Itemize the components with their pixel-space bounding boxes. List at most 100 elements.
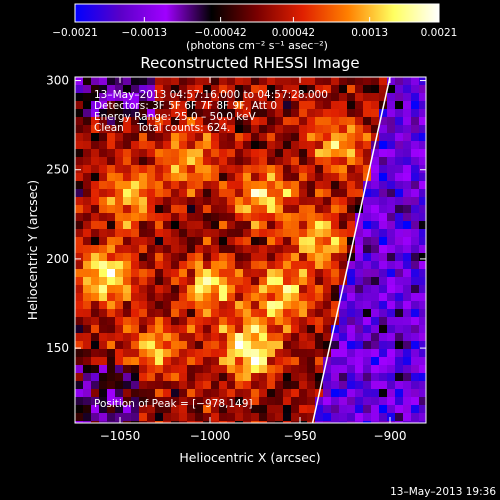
heatmap-cell bbox=[123, 221, 132, 230]
heatmap-cell bbox=[235, 165, 244, 174]
heatmap-cell bbox=[403, 381, 412, 390]
heatmap-cell bbox=[419, 133, 426, 142]
colorbar bbox=[74, 3, 440, 23]
heatmap-cell bbox=[299, 173, 308, 182]
heatmap-cell bbox=[251, 197, 260, 206]
heatmap-cell bbox=[299, 357, 308, 366]
heatmap-cell bbox=[195, 309, 204, 318]
heatmap-cell bbox=[307, 125, 316, 134]
heatmap-cell bbox=[211, 413, 220, 422]
heatmap-cell bbox=[107, 349, 116, 358]
y-tick-label: 250 bbox=[46, 163, 69, 177]
heatmap-cell bbox=[211, 93, 220, 102]
heatmap-cell bbox=[347, 373, 356, 382]
heatmap-cell bbox=[275, 421, 284, 423]
heatmap-cell bbox=[419, 245, 426, 254]
heatmap-cell bbox=[123, 181, 132, 190]
heatmap-cell bbox=[155, 405, 164, 414]
heatmap-cell bbox=[179, 141, 188, 150]
heatmap-cell bbox=[243, 109, 252, 118]
heatmap-cell bbox=[195, 357, 204, 366]
heatmap-cell bbox=[267, 397, 276, 406]
heatmap-cell bbox=[187, 349, 196, 358]
heatmap-cell bbox=[235, 357, 244, 366]
heatmap-cell bbox=[187, 365, 196, 374]
heatmap-cell bbox=[339, 109, 348, 118]
heatmap-cell bbox=[387, 197, 396, 206]
heatmap-cell bbox=[139, 125, 148, 134]
heatmap-cell bbox=[355, 93, 364, 102]
heatmap-cell bbox=[179, 333, 188, 342]
heatmap-cell bbox=[107, 197, 116, 206]
heatmap-cell bbox=[275, 165, 284, 174]
heatmap-cell bbox=[363, 133, 372, 142]
heatmap-cell bbox=[323, 101, 332, 110]
heatmap-cell bbox=[83, 269, 92, 278]
heatmap-cell bbox=[323, 309, 332, 318]
heatmap-cell bbox=[315, 77, 324, 86]
heatmap-cell bbox=[379, 389, 388, 398]
heatmap-cell bbox=[419, 269, 426, 278]
heatmap-cell bbox=[371, 277, 380, 286]
heatmap-cell bbox=[315, 109, 324, 118]
heatmap-cell bbox=[187, 221, 196, 230]
heatmap-cell bbox=[227, 421, 236, 423]
heatmap-cell bbox=[275, 77, 284, 86]
heatmap-cell bbox=[219, 293, 228, 302]
heatmap-cell bbox=[203, 221, 212, 230]
heatmap-cell bbox=[235, 349, 244, 358]
heatmap-cell bbox=[155, 197, 164, 206]
peak-position-label: Position of Peak = [−978,149] bbox=[94, 398, 253, 410]
heatmap-cell bbox=[419, 277, 426, 286]
heatmap-cell bbox=[163, 133, 172, 142]
heatmap-cell bbox=[355, 117, 364, 126]
heatmap-cell bbox=[83, 101, 92, 110]
heatmap-cell bbox=[171, 269, 180, 278]
heatmap-cell bbox=[315, 333, 324, 342]
heatmap-cell bbox=[331, 397, 340, 406]
heatmap-cell bbox=[267, 117, 276, 126]
heatmap-cell bbox=[195, 245, 204, 254]
heatmap-cell bbox=[99, 373, 108, 382]
heatmap-cell bbox=[387, 181, 396, 190]
heatmap-cell bbox=[331, 181, 340, 190]
colorbar-tick-label: −0.0013 bbox=[122, 27, 168, 39]
heatmap-cell bbox=[403, 93, 412, 102]
heatmap-cell bbox=[323, 221, 332, 230]
heatmap-cell bbox=[339, 117, 348, 126]
heatmap-cell bbox=[347, 117, 356, 126]
heatmap-cell bbox=[251, 245, 260, 254]
heatmap-cell bbox=[171, 293, 180, 302]
heatmap-cell bbox=[219, 77, 228, 86]
heatmap-cell bbox=[363, 389, 372, 398]
heatmap-cell bbox=[91, 109, 100, 118]
heatmap-cell bbox=[307, 173, 316, 182]
heatmap-cell bbox=[395, 197, 404, 206]
heatmap-cell bbox=[195, 189, 204, 198]
heatmap-cell bbox=[147, 317, 156, 326]
heatmap-cell bbox=[283, 325, 292, 334]
heatmap-cell bbox=[155, 101, 164, 110]
heatmap-cell bbox=[99, 397, 108, 406]
heatmap-cell bbox=[139, 165, 148, 174]
heatmap-cell bbox=[83, 109, 92, 118]
heatmap-cell bbox=[179, 341, 188, 350]
heatmap-cell bbox=[163, 221, 172, 230]
heatmap-cell bbox=[163, 333, 172, 342]
heatmap-cell bbox=[283, 365, 292, 374]
heatmap-cell bbox=[323, 133, 332, 142]
heatmap-cell bbox=[403, 365, 412, 374]
heatmap-cell bbox=[107, 381, 116, 390]
heatmap-cell bbox=[99, 101, 108, 110]
heatmap-cell bbox=[243, 405, 252, 414]
heatmap-cell bbox=[227, 285, 236, 294]
heatmap-cell bbox=[115, 141, 124, 150]
heatmap-cell bbox=[91, 293, 100, 302]
heatmap-cell bbox=[171, 197, 180, 206]
heatmap-cell bbox=[291, 349, 300, 358]
heatmap-cell bbox=[267, 421, 276, 423]
heatmap-cell bbox=[139, 173, 148, 182]
heatmap-cell bbox=[307, 365, 316, 374]
heatmap-cell bbox=[75, 125, 84, 134]
